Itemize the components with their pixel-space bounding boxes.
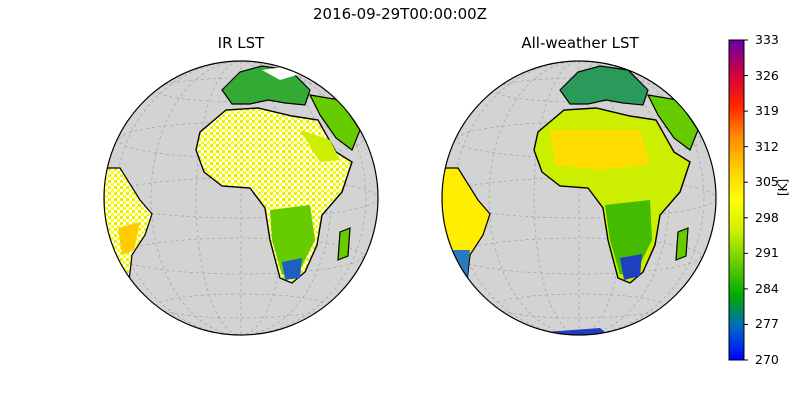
panel-title-ir-lst: IR LST: [217, 34, 265, 52]
colorbar: [728, 39, 748, 361]
colorbar-tick-label: 305: [755, 174, 779, 190]
land-all-weather-lst: [442, 65, 699, 335]
colorbar-unit-label: [K]: [776, 178, 790, 196]
colorbar-tick-label: 319: [755, 103, 779, 119]
colorbar-tickmarks: [744, 39, 748, 361]
panel-title-all-weather-lst: All-weather LST: [521, 34, 639, 52]
figure-title: 2016-09-29T00:00:00Z: [313, 5, 487, 23]
colorbar-tick-label: 312: [755, 138, 779, 154]
globe-all-weather-lst: [441, 60, 717, 336]
colorbar-tick-label: 326: [755, 67, 779, 83]
colorbar-tick-label: 270: [755, 352, 779, 367]
globe-ir-lst: [103, 60, 379, 336]
colorbar-tick-label: 277: [755, 316, 779, 332]
globe-outline-right: [441, 60, 717, 336]
colorbar-gradient: [728, 39, 745, 361]
colorbar-tick-label: 284: [755, 280, 779, 296]
colorbar-tick-label: 291: [755, 245, 779, 261]
globe-outline-left: [103, 60, 379, 336]
colorbar-tick-label: 333: [755, 32, 779, 47]
colorbar-tick-label: 298: [755, 209, 779, 225]
